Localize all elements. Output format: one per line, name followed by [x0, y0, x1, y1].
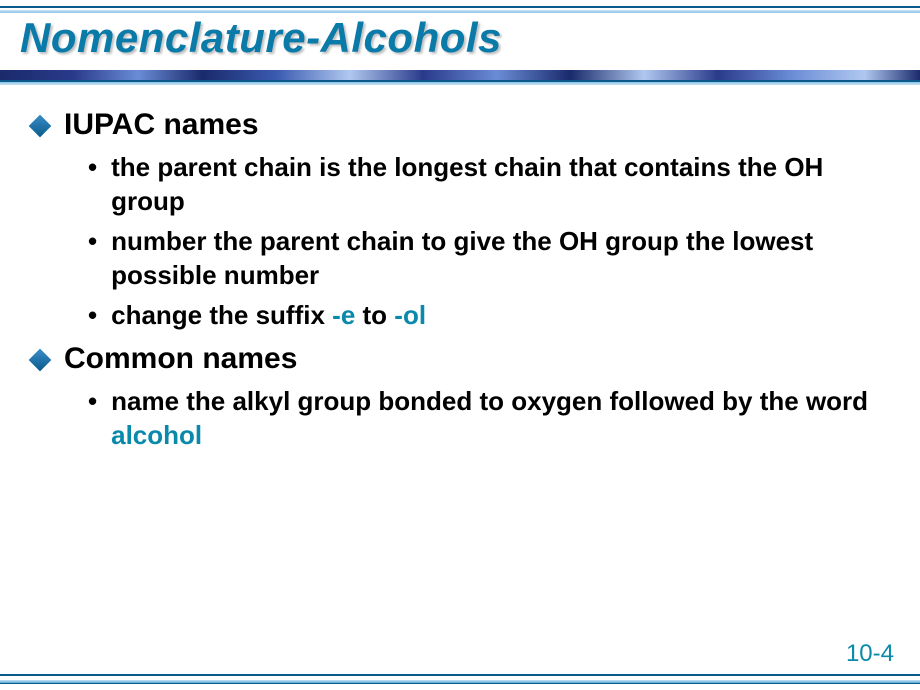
section-heading: Common names — [28, 342, 892, 376]
section-heading-text: IUPAC names — [64, 108, 259, 142]
top-rule — [0, 6, 920, 8]
accent-text: -ol — [394, 300, 426, 330]
bullet-item: • change the suffix -e to -ol — [88, 298, 892, 332]
text-run: change the suffix — [111, 300, 332, 330]
diamond-bullet-icon — [29, 115, 52, 138]
accent-text: alcohol — [111, 420, 202, 450]
text-run: name the alkyl group bonded to oxygen fo… — [111, 386, 868, 416]
title-bar-top — [0, 10, 920, 13]
bullet-icon: • — [88, 150, 97, 184]
text-run: to — [355, 300, 394, 330]
text-run: the parent chain is the longest chain th… — [111, 152, 823, 216]
section-heading-text: Common names — [64, 342, 297, 376]
text-run: number the parent chain to give the OH g… — [111, 226, 813, 290]
bullet-icon: • — [88, 298, 97, 332]
bullet-text: the parent chain is the longest chain th… — [111, 150, 892, 218]
slide-title: Nomenclature-Alcohols — [20, 14, 502, 62]
footer-rule-top — [0, 674, 920, 676]
bullet-icon: • — [88, 384, 97, 418]
diamond-bullet-icon — [29, 349, 52, 372]
bullet-item: • name the alkyl group bonded to oxygen … — [88, 384, 892, 452]
title-decor-bar — [0, 70, 920, 82]
bullet-item: • the parent chain is the longest chain … — [88, 150, 892, 218]
bullet-text: change the suffix -e to -ol — [111, 298, 426, 332]
bullet-text: number the parent chain to give the OH g… — [111, 224, 892, 292]
bullet-text: name the alkyl group bonded to oxygen fo… — [111, 384, 892, 452]
body-content: IUPAC names • the parent chain is the lo… — [28, 108, 892, 458]
bullet-item: • number the parent chain to give the OH… — [88, 224, 892, 292]
section-heading: IUPAC names — [28, 108, 892, 142]
footer-rule-bottom — [0, 680, 920, 684]
title-bar-bottom — [0, 82, 920, 85]
page-number: 10-4 — [846, 640, 894, 668]
accent-text: -e — [332, 300, 355, 330]
bullet-icon: • — [88, 224, 97, 258]
